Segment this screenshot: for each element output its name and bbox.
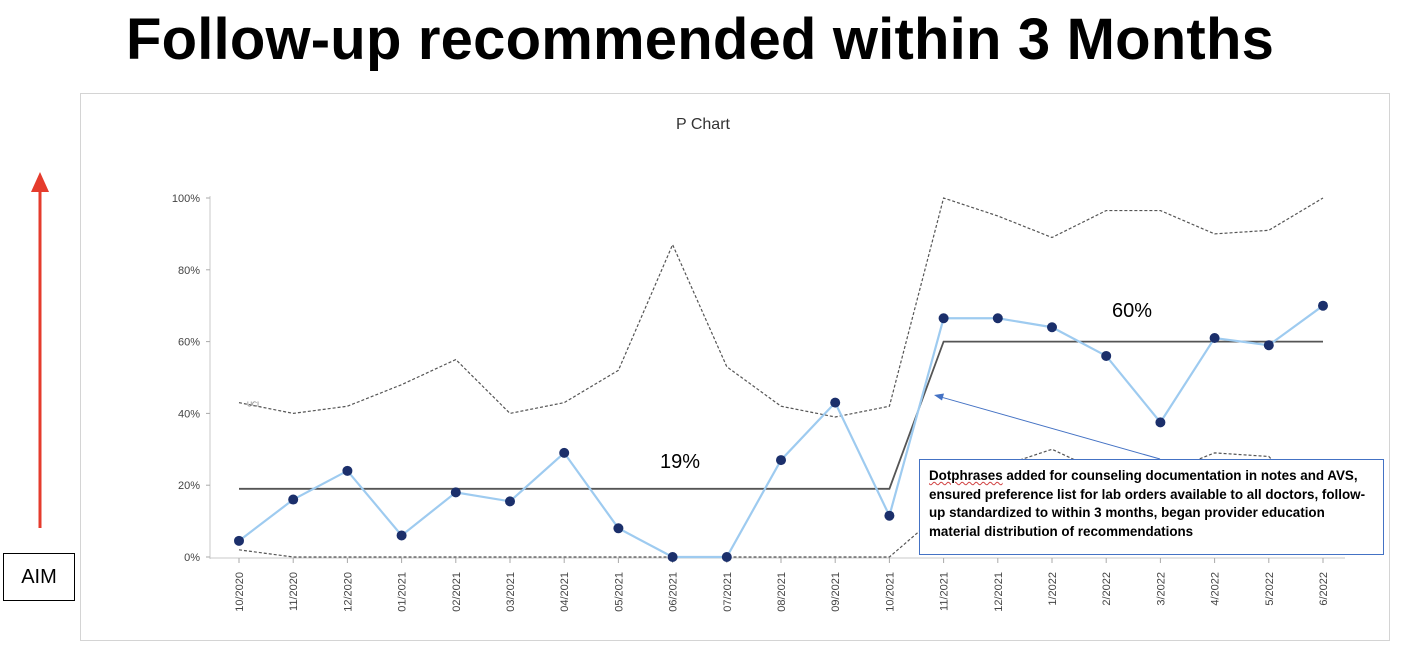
data-point [396,530,407,541]
x-tick-label: 3/2022 [1155,572,1167,606]
data-point [776,455,786,466]
x-tick-label: 07/2021 [722,572,734,612]
y-tick-label: 60% [178,337,200,349]
y-tick-label: 0% [184,552,200,564]
slide-title: Follow-up recommended within 3 Months [125,7,1275,72]
data-point [721,552,732,562]
annotation-pointer-head [934,393,944,401]
x-tick-label: 05/2021 [613,572,625,612]
data-point [342,465,353,476]
x-tick-label: 5/2022 [1264,572,1276,606]
x-tick-label: 12/2020 [342,572,354,612]
data-point [1155,417,1166,428]
ucl-label: UCL [247,402,261,409]
x-tick-label: 01/2021 [397,572,409,612]
data-point [830,397,841,408]
x-tick-label: 6/2022 [1318,572,1330,606]
data-point [613,523,624,534]
x-tick-label: 11/2021 [939,572,951,611]
data-point [234,535,244,546]
data-point [559,447,570,458]
x-tick-label: 12/2021 [993,572,1005,612]
x-tick-label: 1/2022 [1047,572,1059,606]
x-tick-label: 10/2021 [884,572,896,612]
data-point [1101,350,1112,361]
data-point [884,510,895,521]
data-point [505,496,515,507]
annotation-text: added for counseling documentation in no… [929,468,1366,539]
aim-arrow-up-icon [31,172,49,528]
intervention-annotation: Dotphrases added for counseling document… [919,459,1384,555]
x-tick-label: 4/2022 [1210,572,1222,606]
data-point [992,313,1003,324]
y-tick-label: 100% [172,193,200,205]
y-tick-label: 80% [178,265,200,277]
chart-frame [80,93,1390,641]
center-value-label: 19% [660,451,700,473]
data-point [288,494,299,505]
x-tick-label: 06/2021 [668,572,680,612]
x-tick-label: 2/2022 [1101,572,1113,606]
data-point [450,487,461,498]
y-tick-label: 40% [178,408,200,420]
data-point [1047,322,1057,333]
x-tick-label: 10/2020 [234,572,246,612]
chart-title: P Chart [676,116,731,133]
x-tick-label: 08/2021 [776,572,788,612]
lcl-line [238,448,1324,558]
center-value-label: 60% [1112,300,1152,322]
ucl-line [238,197,1324,418]
x-tick-label: 09/2021 [830,572,842,612]
data-point [1318,300,1328,311]
x-tick-label: 11/2020 [288,572,300,611]
annotation-first-word: Dotphrases [929,468,1003,483]
data-point [938,313,949,324]
aim-label: AIM [3,553,75,601]
x-tick-label: 03/2021 [505,572,517,612]
annotation-pointer [941,396,1161,460]
y-tick-label: 20% [178,480,200,492]
data-point [667,552,678,562]
data-point [1209,333,1220,344]
center-line [239,340,1323,490]
data-point [1263,340,1274,351]
x-tick-label: 04/2021 [559,572,571,612]
x-tick-label: 02/2021 [451,572,463,612]
